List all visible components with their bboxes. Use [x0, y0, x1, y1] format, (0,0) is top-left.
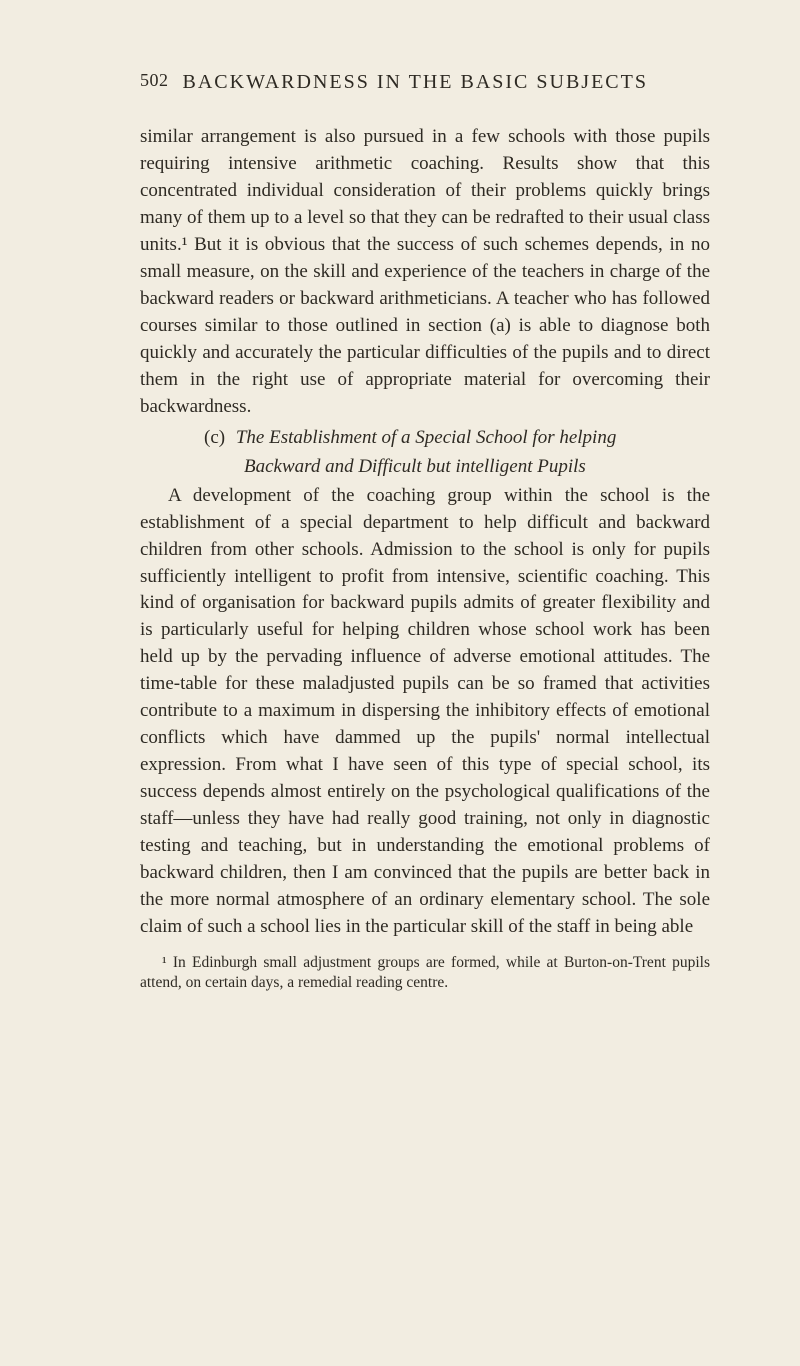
page-header: 502 BACKWARDNESS IN THE BASIC SUBJECTS [140, 68, 710, 96]
subsection-heading: (c) The Establishment of a Special Schoo… [204, 425, 710, 452]
running-title: BACKWARDNESS IN THE BASIC SUBJECTS [183, 68, 648, 96]
subsection-title-line1: The Establishment of a Special School fo… [236, 427, 617, 448]
body-paragraph-2: A development of the coaching group with… [140, 483, 710, 941]
body-paragraph-1: similar arrangement is also pursued in a… [140, 124, 710, 421]
subsection-letter: (c) [204, 427, 225, 448]
footnote: ¹ In Edinburgh small adjustment groups a… [140, 953, 710, 993]
subsection-title-line2: Backward and Difficult but intelligent P… [244, 454, 710, 481]
page-number: 502 [140, 68, 169, 96]
